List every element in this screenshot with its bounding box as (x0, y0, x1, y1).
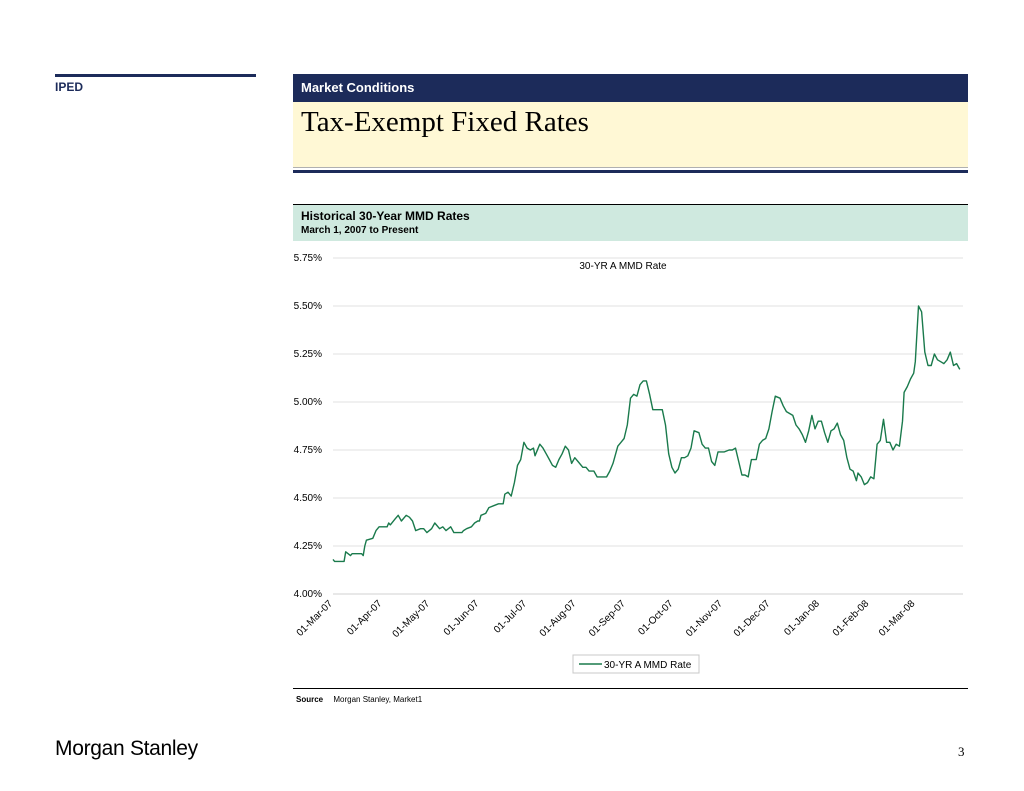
legend-label: 30-YR A MMD Rate (604, 660, 692, 671)
line-chart: 4.00% 4.25% 4.50% 4.75% 5.00% 5.25% 5.50% 5.75%… (294, 253, 963, 674)
x-tick-label: 01-Jun-07 (442, 598, 482, 638)
x-tick-label: 01-May-07 (391, 598, 433, 640)
title-thin-rule (293, 167, 968, 168)
y-tick-label: 4.25% (294, 541, 322, 552)
source-text: Morgan Stanley, Market1 (333, 695, 423, 704)
x-axis-ticks: 01-Mar-07 01-Apr-07 01-May-07 01-Jun-07 01-J… (295, 598, 918, 640)
x-tick-label: 01-Jan-08 (782, 598, 822, 638)
y-tick-label: 5.50% (294, 301, 322, 312)
y-tick-label: 4.00% (294, 589, 322, 600)
title-box: Tax-Exempt Fixed Rates (293, 102, 968, 167)
sidebar-rule (55, 74, 256, 77)
source-rule (293, 688, 968, 689)
section-label: IPED (55, 80, 84, 94)
section-header-bar: Market Conditions (293, 74, 968, 102)
y-tick-label: 5.00% (294, 397, 322, 408)
x-tick-label: 01-Aug-07 (538, 598, 579, 639)
x-tick-label: 01-Dec-07 (732, 598, 773, 639)
x-tick-label: 01-Apr-07 (345, 598, 385, 638)
x-tick-label: 01-Mar-08 (877, 598, 918, 639)
legend: 30-YR A MMD Rate (572, 654, 700, 674)
x-tick-label: 01-Feb-08 (831, 598, 872, 639)
x-tick-label: 01-Mar-07 (295, 598, 336, 639)
x-tick-label: 01-Jul-07 (492, 598, 530, 636)
chart-header-title: Historical 30-Year MMD Rates (301, 209, 470, 223)
x-tick-label: 01-Nov-07 (684, 598, 725, 639)
x-tick-label: 01-Oct-07 (636, 598, 676, 638)
chart-header-subtitle: March 1, 2007 to Present (301, 225, 419, 236)
grid-lines (333, 257, 963, 595)
y-tick-label: 5.75% (294, 253, 322, 264)
y-tick-label: 4.75% (294, 445, 322, 456)
chart-title: 30-YR A MMD Rate (579, 261, 667, 272)
brand-logo: Morgan Stanley (55, 737, 198, 760)
source-note: Source Morgan Stanley, Market1 (296, 695, 422, 704)
legend-box (572, 654, 700, 674)
chart-header: Historical 30-Year MMD Rates March 1, 20… (293, 204, 968, 241)
source-label: Source (296, 695, 324, 704)
page-number: 3 (958, 744, 965, 759)
series-line-30yr-mmd (332, 305, 961, 563)
y-axis-ticks: 4.00% 4.25% 4.50% 4.75% 5.00% 5.25% 5.50% 5.75% (294, 253, 322, 600)
section-title: Market Conditions (301, 80, 415, 95)
y-tick-label: 5.25% (294, 349, 322, 360)
y-tick-label: 4.50% (294, 493, 322, 504)
page-title: Tax-Exempt Fixed Rates (301, 106, 589, 138)
title-rule (293, 170, 968, 173)
x-tick-label: 01-Sep-07 (587, 598, 628, 639)
